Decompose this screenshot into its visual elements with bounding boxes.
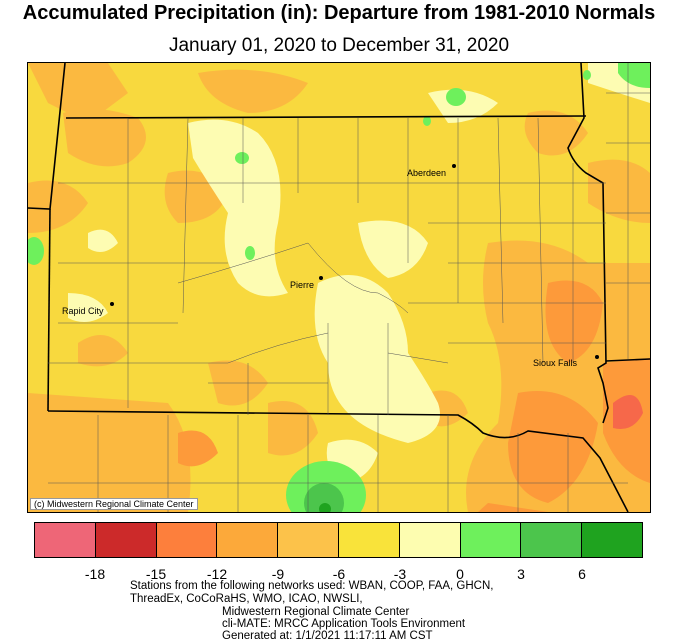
map-title: Accumulated Precipitation (in): Departur… bbox=[22, 2, 656, 24]
county-lines bbox=[48, 63, 650, 512]
pierre-label: Pierre bbox=[290, 280, 315, 290]
pierre-marker bbox=[319, 276, 323, 280]
footer-tool-name: cli-MATE: MRCC Application Tools Environ… bbox=[222, 618, 466, 630]
color-legend bbox=[34, 522, 643, 558]
legend-swatch bbox=[95, 523, 157, 557]
footer-networks-line-2: ThreadEx, CoCoRaHS, WMO, ICAO, NWSLI, bbox=[130, 593, 363, 605]
footer-networks-line: Stations from the following networks use… bbox=[130, 580, 494, 592]
legend-swatch bbox=[582, 523, 642, 557]
legend-tick-label: -15 bbox=[145, 566, 167, 582]
rapid-city-marker bbox=[110, 302, 114, 306]
legend-tick-label: -6 bbox=[332, 566, 346, 582]
footer-center-name: Midwestern Regional Climate Center bbox=[222, 606, 410, 618]
deep-deficit-patches bbox=[178, 280, 650, 512]
rapid-city-label: Rapid City bbox=[62, 306, 104, 316]
aberdeen-marker bbox=[452, 164, 456, 168]
precipitation-map: Aberdeen Pierre Rapid City Sioux Falls (… bbox=[27, 62, 651, 513]
legend-swatch bbox=[460, 523, 522, 557]
footer-generated-time: Generated at: 1/1/2021 11:17:11 AM CST bbox=[222, 630, 433, 642]
legend-swatch bbox=[338, 523, 400, 557]
sioux-falls-marker bbox=[595, 355, 599, 359]
legend-swatch bbox=[217, 523, 279, 557]
legend-swatch bbox=[521, 523, 583, 557]
copyright-notice: (c) Midwestern Regional Climate Center bbox=[30, 498, 198, 510]
surplus-areas bbox=[28, 63, 650, 512]
aberdeen-label: Aberdeen bbox=[407, 168, 447, 178]
legend-swatch bbox=[35, 523, 96, 557]
legend-tick-label: 6 bbox=[578, 566, 586, 582]
legend-tick-label: -12 bbox=[206, 566, 228, 582]
legend-tick-label: -18 bbox=[84, 566, 106, 582]
legend-tick-label: -9 bbox=[271, 566, 285, 582]
legend-tick-label: 0 bbox=[456, 566, 464, 582]
sioux-falls-label: Sioux Falls bbox=[533, 358, 578, 368]
legend-tick-label: -3 bbox=[393, 566, 407, 582]
legend-swatch bbox=[156, 523, 218, 557]
state-borders bbox=[28, 63, 650, 512]
legend-tick-label: 3 bbox=[517, 566, 525, 582]
map-graphic bbox=[28, 63, 650, 512]
legend-swatch bbox=[399, 523, 461, 557]
legend-swatch bbox=[278, 523, 339, 557]
severe-deficit-patch bbox=[613, 395, 643, 429]
map-subtitle: January 01, 2020 to December 31, 2020 bbox=[168, 35, 510, 56]
